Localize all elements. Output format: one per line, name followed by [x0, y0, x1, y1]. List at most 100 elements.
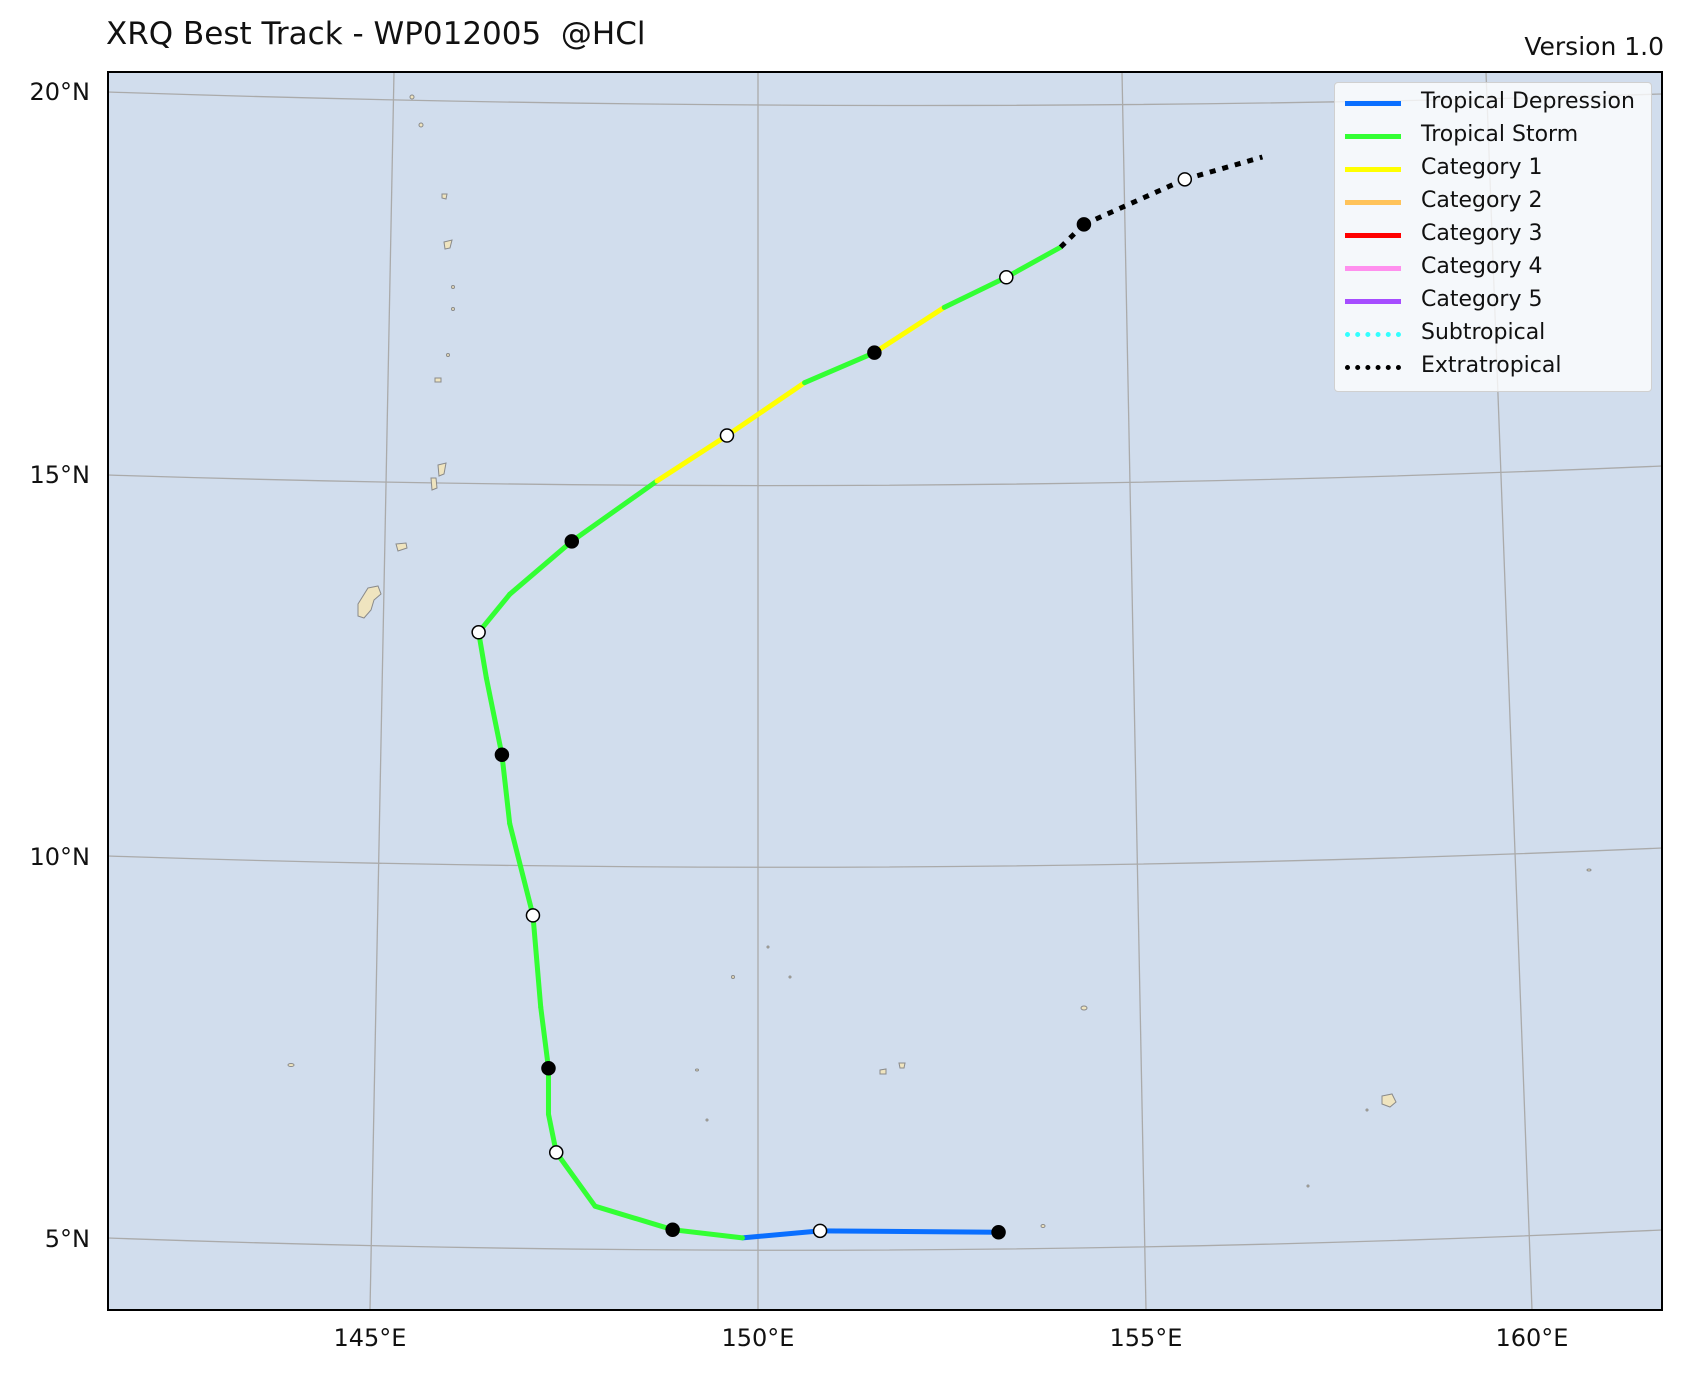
islet-a — [418, 122, 424, 128]
track-segment — [1003, 244, 1064, 280]
track-point-00z — [564, 534, 580, 549]
track-segment — [553, 1149, 598, 1209]
islet-m — [695, 1068, 699, 1072]
legend-item-subtropical: Subtropical — [1345, 318, 1645, 348]
legend-swatch — [1345, 266, 1401, 271]
lon-label-155e: 155°E — [1110, 1324, 1183, 1352]
legend-label: Category 3 — [1421, 221, 1543, 246]
lat-label-20n: 20°N — [30, 78, 91, 106]
islet-j — [731, 975, 735, 979]
legend-label: Category 5 — [1421, 287, 1543, 312]
islet-g — [1040, 1224, 1046, 1228]
legend-label: Tropical Storm — [1421, 122, 1579, 147]
latitude-labels: 20°N 15°N 10°N 5°N — [30, 78, 91, 1253]
islet-p — [1365, 1108, 1369, 1112]
legend-label: Tropical Depression — [1421, 89, 1635, 114]
track-segment — [476, 629, 489, 681]
lon-label-160e: 160°E — [1496, 1324, 1569, 1352]
islet-e — [446, 353, 450, 357]
track-segment — [476, 591, 513, 635]
graticule — [107, 71, 1663, 1311]
map-title: XRQ Best Track - WP012005 @HCl — [106, 16, 646, 52]
legend-item-category-4: Category 4 — [1345, 252, 1645, 282]
lon-label-150e: 150°E — [722, 1324, 795, 1352]
track-point-12z — [812, 1223, 828, 1239]
legend-label: Subtropical — [1421, 320, 1546, 345]
track-segment — [507, 538, 575, 597]
legend-swatch — [1345, 299, 1401, 304]
legend-swatch — [1345, 134, 1401, 139]
legend-swatch — [1345, 332, 1401, 337]
legend-swatch — [1345, 101, 1401, 106]
track-segment — [739, 1228, 823, 1241]
legend-label: Category 1 — [1421, 155, 1543, 180]
track-segment — [592, 1203, 676, 1233]
lon-label-145e: 145°E — [334, 1324, 407, 1352]
legend-label: Extratropical — [1421, 353, 1562, 378]
guam-island — [357, 585, 382, 619]
legend-swatch — [1345, 167, 1401, 172]
legend-swatch — [1345, 365, 1401, 370]
track-segment — [483, 675, 505, 758]
track-segment — [569, 478, 660, 544]
legend-item-extratropical: Extratropical — [1345, 351, 1645, 381]
islet-k — [766, 945, 770, 949]
islet-d — [451, 307, 455, 311]
alamagan-island — [441, 193, 448, 200]
saipan-island — [437, 462, 447, 477]
track-point-00z — [665, 1222, 680, 1237]
agrihan-island — [443, 239, 453, 250]
islet-b — [409, 94, 415, 100]
legend-item-tropical-depression: Tropical Depression — [1345, 87, 1645, 117]
track-segment — [654, 433, 730, 484]
track-segment — [724, 380, 808, 439]
islet-i — [287, 1063, 295, 1067]
islet-f — [1080, 1005, 1088, 1011]
legend-item-category-3: Category 3 — [1345, 219, 1645, 249]
track-point-00z — [541, 1061, 556, 1076]
legend-label: Category 2 — [1421, 188, 1543, 213]
islet-h — [1586, 868, 1592, 872]
legend: Tropical Depression Tropical Storm Categ… — [1334, 82, 1652, 392]
rota-island — [395, 542, 408, 552]
chuuk-atoll — [879, 1062, 906, 1075]
legend-item-category-2: Category 2 — [1345, 186, 1645, 216]
tinian-island — [430, 477, 438, 491]
version-label: Version 1.0 — [1524, 32, 1664, 61]
track-segment — [941, 274, 1009, 310]
track-point-12z — [1177, 172, 1193, 187]
islet-o — [1306, 1184, 1310, 1188]
track-markers — [471, 172, 1193, 1240]
meridian-155e — [1121, 71, 1147, 1311]
lat-label-10n: 10°N — [30, 843, 91, 871]
track-point-12z — [471, 625, 486, 640]
legend-item-tropical-storm: Tropical Storm — [1345, 120, 1645, 150]
track-segment — [817, 1228, 1002, 1235]
track-segment — [871, 304, 947, 356]
track-point-12z — [999, 270, 1014, 285]
meridian-145e — [369, 71, 395, 1311]
longitude-labels: 145°E 150°E 155°E 160°E — [334, 1324, 1569, 1352]
track-segment — [530, 912, 544, 1010]
legend-item-category-5: Category 5 — [1345, 285, 1645, 315]
track-segment — [538, 1004, 551, 1071]
track-point-00z — [1076, 217, 1092, 232]
legend-swatch — [1345, 200, 1401, 205]
track-segment — [670, 1227, 745, 1241]
map-frame — [107, 71, 1663, 1311]
track-point-12z — [719, 428, 735, 443]
pohnpei-island — [1381, 1093, 1397, 1108]
islet-c — [451, 285, 455, 289]
track-point-00z — [494, 747, 510, 762]
parallel-15n — [107, 465, 1663, 487]
islet-n — [705, 1118, 709, 1122]
track-point-12z — [525, 908, 541, 923]
track-point-00z — [867, 345, 882, 360]
track-point-12z — [548, 1145, 564, 1160]
track-segment — [499, 752, 513, 827]
islet-l — [788, 975, 792, 979]
parallel-5n — [107, 1229, 1663, 1251]
land-features — [287, 94, 1592, 1228]
track-segment — [802, 350, 877, 386]
lat-label-15n: 15°N — [30, 461, 91, 489]
